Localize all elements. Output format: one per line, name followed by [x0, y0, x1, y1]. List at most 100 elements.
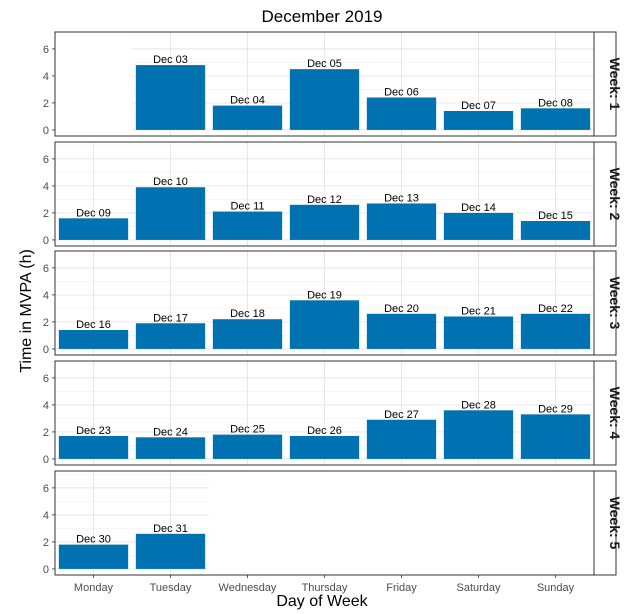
bar-label: Dec 22 — [538, 303, 573, 315]
bar — [443, 212, 514, 240]
facet-strip-label: Week: 2 — [607, 168, 623, 221]
bar-label: Dec 24 — [153, 426, 188, 438]
bar-label: Dec 30 — [76, 534, 111, 546]
facet-strip-label: Week: 1 — [607, 58, 623, 111]
y-tick-label: 6 — [43, 373, 49, 385]
y-tick-label: 2 — [43, 537, 49, 549]
bar-label: Dec 13 — [384, 192, 419, 204]
bar-label: Dec 11 — [230, 201, 264, 213]
bar — [58, 330, 129, 349]
y-tick-label: 4 — [43, 510, 49, 522]
y-tick-label: 2 — [43, 98, 49, 110]
bar-label: Dec 26 — [307, 425, 342, 437]
y-tick-label: 6 — [43, 263, 49, 275]
bar-label: Dec 21 — [461, 306, 496, 318]
y-tick-label: 4 — [43, 400, 49, 412]
bar-label: Dec 20 — [384, 303, 419, 315]
facet-strip — [593, 470, 617, 576]
bar — [212, 434, 283, 459]
bar — [520, 221, 591, 240]
bar — [366, 97, 437, 130]
x-tick-label: Wednesday — [219, 582, 277, 594]
bar — [520, 313, 591, 349]
x-tick-label: Monday — [74, 582, 114, 594]
facet-strip-label: Week: 3 — [607, 277, 623, 330]
y-tick-label: 4 — [43, 290, 49, 302]
y-tick-label: 0 — [43, 454, 49, 466]
x-tick-label: Sunday — [537, 582, 575, 594]
bar — [135, 65, 206, 130]
bar — [58, 435, 129, 459]
bar-label: Dec 09 — [76, 207, 111, 219]
y-tick-label: 4 — [43, 181, 49, 193]
bar — [289, 69, 360, 130]
facet-panels: 0 2 4 6 Dec 03 Dec 04 Dec 05 Dec 06 Dec 07 Dec 08… — [43, 31, 623, 594]
facet-week-1: 0 2 4 6 Dec 03 Dec 04 Dec 05 Dec 06 Dec 07 Dec 08… — [43, 31, 623, 137]
bar — [289, 300, 360, 349]
bar-label: Dec 19 — [307, 289, 342, 301]
y-axis-title: Time in MVPA (h) — [18, 249, 35, 373]
bar — [520, 414, 591, 459]
bar-label: Dec 29 — [538, 403, 573, 415]
bar — [443, 410, 514, 459]
bar-label: Dec 16 — [76, 319, 111, 331]
facet-strip-label: Week: 5 — [607, 497, 623, 550]
bar — [366, 203, 437, 240]
bar-label: Dec 25 — [230, 424, 265, 436]
bar — [135, 437, 206, 459]
bar-label: Dec 14 — [461, 202, 496, 214]
bar-label: Dec 03 — [153, 54, 188, 66]
bar — [443, 316, 514, 349]
bar-label: Dec 18 — [230, 308, 265, 320]
bar-label: Dec 12 — [307, 194, 342, 206]
bar-label: Dec 17 — [153, 312, 188, 324]
bar-label: Dec 31 — [153, 523, 188, 535]
bar — [212, 105, 283, 130]
facet-strip — [593, 360, 617, 466]
x-tick-label: Thursday — [302, 582, 348, 594]
x-tick-label: Tuesday — [150, 582, 192, 594]
bar — [366, 419, 437, 459]
y-tick-label: 2 — [43, 427, 49, 439]
y-tick-label: 0 — [43, 564, 49, 576]
y-tick-label: 0 — [43, 344, 49, 356]
bar — [520, 108, 591, 130]
bar-label: Dec 08 — [538, 97, 573, 109]
bar — [135, 187, 206, 240]
bar-label: Dec 07 — [461, 100, 496, 112]
facet-week-2: 0 2 4 6 Dec 09 Dec 10 Dec 11 Dec 12 Dec 13 Dec 14… — [43, 141, 623, 247]
bar-label: Dec 15 — [538, 210, 573, 222]
facet-strip — [593, 141, 617, 247]
y-tick-label: 6 — [43, 44, 49, 56]
x-tick-label: Friday — [386, 582, 417, 594]
bar — [289, 204, 360, 240]
bar — [58, 544, 129, 569]
bar — [212, 211, 283, 240]
chart-title: December 2019 — [262, 7, 383, 26]
facet-strip — [593, 31, 617, 137]
bar-label: Dec 28 — [461, 399, 496, 411]
bar — [366, 313, 437, 349]
y-tick-label: 2 — [43, 317, 49, 329]
facet-week-3: 0 2 4 6 Dec 16 Dec 17 Dec 18 Dec 19 Dec 20 Dec 21… — [43, 250, 623, 356]
bar-label: Dec 06 — [384, 87, 419, 99]
bar — [212, 319, 283, 349]
y-tick-label: 6 — [43, 483, 49, 495]
bar — [58, 218, 129, 240]
bar — [443, 111, 514, 130]
y-tick-label: 0 — [43, 235, 49, 247]
bar — [289, 435, 360, 459]
facet-week-5: 0 2 4 6 Dec 30 Dec 31 Week: 5 Monday Tuesday Wedn… — [43, 470, 623, 594]
bar-label: Dec 05 — [307, 58, 342, 70]
y-tick-label: 4 — [43, 71, 49, 83]
y-tick-label: 0 — [43, 125, 49, 137]
bar-label: Dec 23 — [76, 425, 111, 437]
facet-strip-label: Week: 4 — [607, 387, 623, 440]
bar-label: Dec 04 — [230, 95, 265, 107]
bar-label: Dec 27 — [384, 409, 419, 421]
bar-label: Dec 10 — [153, 176, 188, 188]
x-axis-title: Day of Week — [276, 593, 368, 610]
y-tick-label: 6 — [43, 154, 49, 166]
facet-week-4: 0 2 4 6 Dec 23 Dec 24 Dec 25 Dec 26 Dec 27 Dec 28… — [43, 360, 623, 466]
